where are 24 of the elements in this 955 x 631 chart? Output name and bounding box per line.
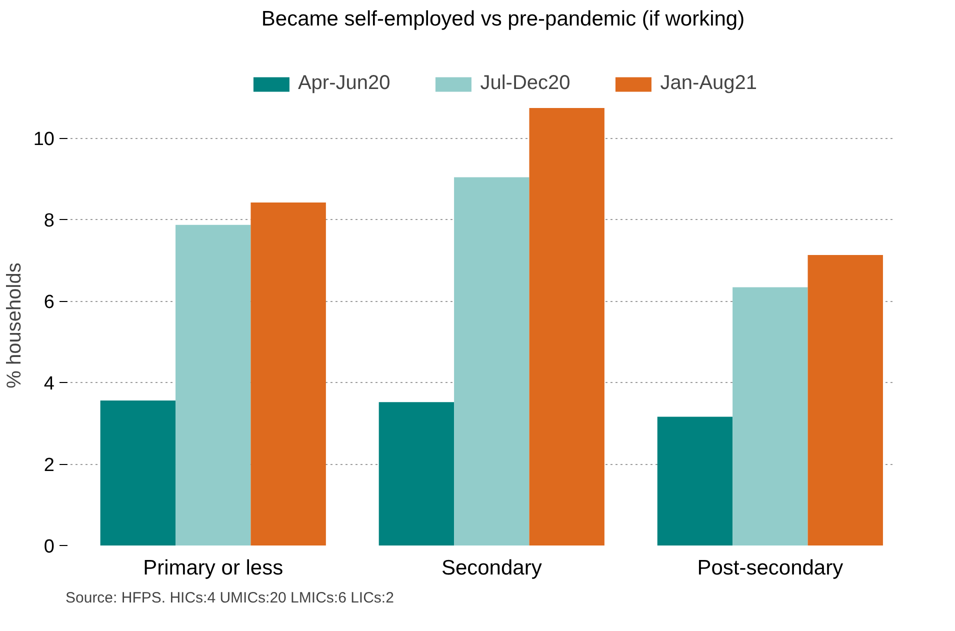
x-tick-label: Post-secondary [697, 556, 844, 580]
bar [808, 255, 883, 546]
legend-label: Jul-Dec20 [480, 72, 570, 95]
x-tick-label: Secondary [441, 556, 542, 580]
y-tick-label: 8 [44, 210, 55, 232]
legend-label: Jan-Aug21 [660, 72, 758, 95]
y-axis-title: % households [3, 262, 26, 388]
legend-label: Apr-Jun20 [298, 72, 390, 95]
y-tick-label: 0 [44, 536, 55, 558]
bar [657, 416, 733, 546]
y-tick-label: 4 [44, 374, 55, 395]
bar [732, 287, 808, 546]
bar [529, 108, 604, 546]
bar [100, 400, 176, 546]
chart-title: Became self-employed vs pre-pandemic (if working) [261, 8, 745, 30]
y-tick-label: 6 [44, 292, 55, 314]
x-tick-label: Primary or less [143, 556, 284, 580]
bar [454, 177, 530, 546]
y-tick-label: 2 [44, 455, 55, 476]
bar [250, 202, 326, 546]
source-note: Source: HFPS. HICs:4 UMICs:20 LMICs:6 LICs:2 [66, 590, 394, 606]
y-tick-label: 10 [33, 129, 55, 150]
bar [378, 402, 454, 546]
bar [176, 224, 251, 546]
